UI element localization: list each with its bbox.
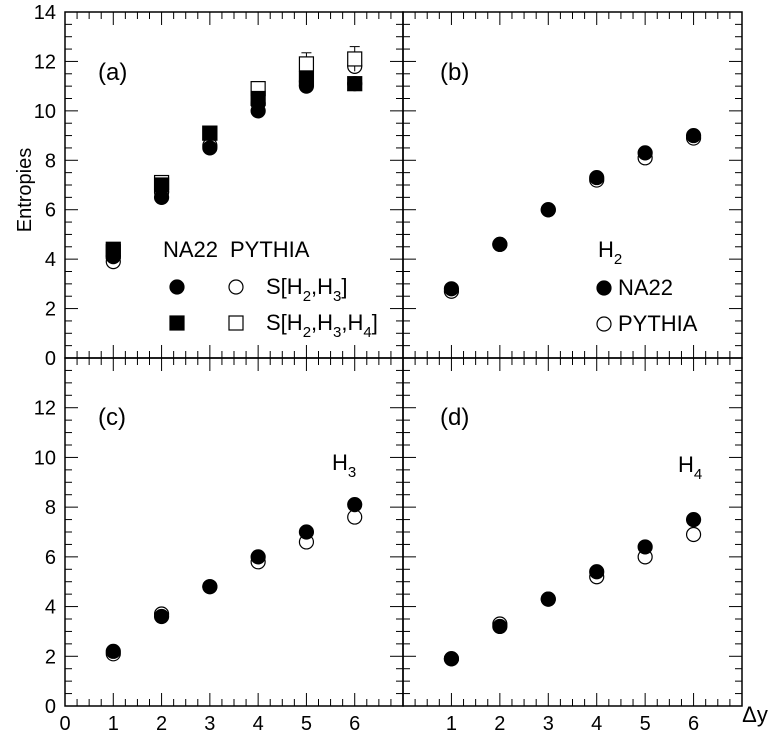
point-na22-s-h2-h3-h4- <box>250 90 266 107</box>
panel-series-label: H4 <box>678 452 702 483</box>
legend-header-pythia: PYTHIA <box>230 237 310 262</box>
point-na22 <box>492 618 508 635</box>
panel-label: (d) <box>440 404 469 431</box>
legend-label-na22: NA22 <box>618 275 673 300</box>
point-na22-s-h2-h3-h4- <box>202 125 218 141</box>
panel-series-label: H3 <box>332 450 356 481</box>
x-tick-label: 2 <box>494 713 505 735</box>
x-tick-label: 1 <box>108 713 119 735</box>
y-tick-label: 10 <box>34 447 56 469</box>
x-tick-label: 6 <box>349 713 360 735</box>
point-na22 <box>589 564 605 580</box>
point-pythia-s-h2-h3-h4- <box>298 56 315 72</box>
x-tick-label: 6 <box>688 713 699 735</box>
point-na22 <box>250 549 266 565</box>
x-tick-label: 0 <box>59 713 70 735</box>
y-tick-label: 0 <box>45 696 56 718</box>
point-na22 <box>202 579 218 595</box>
point-pythia-s-h2-h3-h4- <box>347 51 363 67</box>
point-na22 <box>105 643 121 659</box>
point-na22-s-h2-h3- <box>202 140 218 156</box>
point-na22 <box>540 202 556 218</box>
y-tick-label: 0 <box>45 348 56 370</box>
point-na22 <box>443 651 460 667</box>
x-tick-label: 2 <box>156 713 167 735</box>
legend-label-s-h2-h3: S[H2,H3] <box>266 274 348 305</box>
legend-marker-pythia <box>596 316 612 332</box>
panel-label: (b) <box>440 59 469 86</box>
point-na22-s-h2-h3-h4- <box>153 177 170 193</box>
y-tick-label: 6 <box>45 200 56 222</box>
point-pythia <box>685 526 702 543</box>
y-tick-label: 6 <box>45 547 56 569</box>
point-na22 <box>153 608 170 625</box>
x-tick-label: 5 <box>640 713 651 735</box>
point-na22 <box>685 511 702 528</box>
x-tick-label: 4 <box>591 713 602 735</box>
x-tick-label: 5 <box>301 713 312 735</box>
point-na22-s-h2-h3-h4- <box>105 241 121 257</box>
point-na22-s-h2-h3-h4- <box>298 71 315 87</box>
point-na22 <box>589 169 605 186</box>
point-na22 <box>685 127 702 144</box>
point-na22 <box>540 591 556 607</box>
point-na22 <box>637 539 653 555</box>
y-tick-label: 8 <box>45 497 56 519</box>
legend-label-pythia: PYTHIA <box>618 311 698 336</box>
y-tick-label: 14 <box>34 2 56 24</box>
y-axis-title: Entropies <box>14 148 36 233</box>
legend-marker-pythia-square <box>228 315 244 331</box>
y-tick-label: 10 <box>34 101 56 123</box>
point-na22 <box>298 524 315 540</box>
legend-marker-na22-square <box>169 315 185 331</box>
point-na22 <box>637 145 653 161</box>
legend-title-h2: H2 <box>598 237 622 268</box>
point-na22 <box>492 236 508 252</box>
legend-header-na22: NA22 <box>163 237 218 262</box>
legend-marker-na22 <box>596 280 612 296</box>
y-tick-label: 12 <box>34 51 56 73</box>
y-tick-label: 8 <box>45 150 56 172</box>
point-na22-s-h2-h3-h4- <box>347 76 363 92</box>
y-tick-label: 4 <box>45 249 56 271</box>
legend-marker-pythia-circle <box>228 279 244 295</box>
x-tick-label: 3 <box>204 713 215 735</box>
y-tick-label: 2 <box>45 299 56 321</box>
panel-label: (a) <box>98 59 127 86</box>
y-tick-label: 4 <box>45 597 56 619</box>
x-axis-title: Δy <box>742 702 768 727</box>
legend-label-s-h2-h3-h4: S[H2,H3,H4] <box>266 310 378 341</box>
panel-label: (c) <box>98 404 126 431</box>
legend-marker-na22-circle <box>169 279 185 295</box>
point-na22 <box>443 281 460 297</box>
x-tick-label: 1 <box>446 713 457 735</box>
y-tick-label: 2 <box>45 646 56 668</box>
point-na22 <box>347 497 363 513</box>
y-tick-label: 12 <box>34 398 56 420</box>
x-tick-label: 4 <box>253 713 264 735</box>
x-tick-label: 3 <box>543 713 554 735</box>
